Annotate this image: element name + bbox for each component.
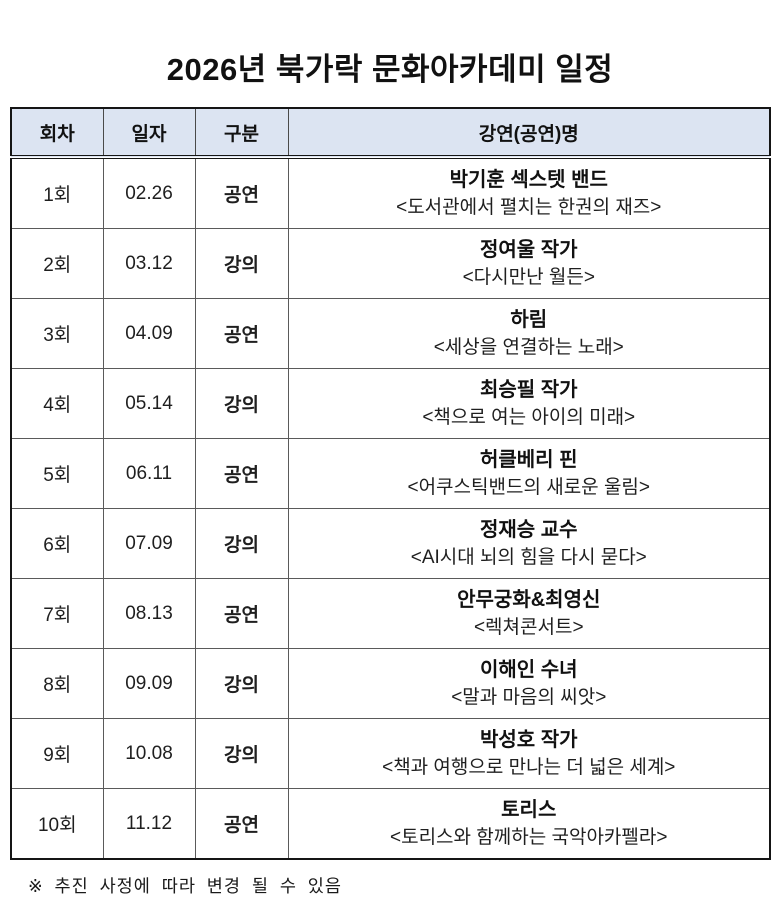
- schedule-table: 회차 일자 구분 강연(공연)명 1회 02.26 공연 박기훈 섹스텟 밴드 …: [10, 107, 771, 860]
- program-subtitle: <세상을 연결하는 노래>: [433, 337, 624, 359]
- category-cell: 강의: [195, 508, 289, 579]
- session-cell: 6회: [11, 508, 104, 579]
- program-subtitle: <말과 마음의 씨앗>: [451, 687, 607, 709]
- session-cell: 2회: [11, 228, 104, 299]
- date-cell: 10.08: [103, 718, 196, 789]
- date-cell: 08.13: [103, 578, 196, 649]
- program-subtitle: <책과 여행으로 만나는 더 넓은 세계>: [382, 757, 676, 779]
- category-cell: 강의: [195, 228, 289, 299]
- date-cell: 07.09: [103, 508, 196, 579]
- table-row: 2회 03.12 강의 정여울 작가 <다시만난 월든>: [11, 228, 770, 299]
- program-subtitle: <다시만난 월든>: [462, 267, 595, 289]
- program-subtitle: <도서관에서 펼치는 한권의 재즈>: [396, 197, 662, 219]
- table-row: 6회 07.09 강의 정재승 교수 <AI시대 뇌의 힘을 다시 묻다>: [11, 508, 770, 579]
- category-cell: 공연: [195, 578, 289, 649]
- session-cell: 4회: [11, 368, 104, 439]
- category-cell: 강의: [195, 718, 289, 789]
- program-subtitle: <렉쳐콘서트>: [473, 617, 584, 639]
- program-cell: 정재승 교수 <AI시대 뇌의 힘을 다시 묻다>: [288, 508, 770, 579]
- session-cell: 10회: [11, 788, 104, 859]
- program-name: 토리스: [501, 799, 557, 822]
- program-name: 이해인 수녀: [479, 659, 578, 682]
- date-cell: 06.11: [103, 438, 196, 509]
- program-name: 하림: [510, 309, 548, 332]
- program-cell: 최승필 작가 <책으로 여는 아이의 미래>: [288, 368, 770, 439]
- col-header-date: 일자: [103, 108, 196, 159]
- session-cell: 1회: [11, 157, 104, 229]
- session-cell: 8회: [11, 648, 104, 719]
- program-cell: 정여울 작가 <다시만난 월든>: [288, 228, 770, 299]
- session-cell: 3회: [11, 298, 104, 369]
- date-cell: 02.26: [103, 157, 196, 229]
- program-subtitle: <토리스와 함께하는 국악아카펠라>: [390, 827, 668, 849]
- program-cell: 하림 <세상을 연결하는 노래>: [288, 298, 770, 369]
- table-row: 10회 11.12 공연 토리스 <토리스와 함께하는 국악아카펠라>: [11, 788, 770, 860]
- table-row: 8회 09.09 강의 이해인 수녀 <말과 마음의 씨앗>: [11, 648, 770, 719]
- table-row: 7회 08.13 공연 안무궁화&최영신 <렉쳐콘서트>: [11, 578, 770, 649]
- col-header-category: 구분: [195, 108, 289, 159]
- program-cell: 허클베리 핀 <어쿠스틱밴드의 새로운 울림>: [288, 438, 770, 509]
- program-subtitle: <어쿠스틱밴드의 새로운 울림>: [407, 477, 650, 499]
- program-name: 박성호 작가: [479, 729, 578, 752]
- program-subtitle: <AI시대 뇌의 힘을 다시 묻다>: [410, 547, 647, 569]
- page-title: 2026년 북가락 문화아카데미 일정: [166, 52, 614, 87]
- session-cell: 5회: [11, 438, 104, 509]
- category-cell: 공연: [195, 298, 289, 369]
- category-cell: 공연: [195, 157, 289, 229]
- program-name: 허클베리 핀: [479, 449, 578, 472]
- program-name: 최승필 작가: [479, 379, 578, 402]
- program-name: 안무궁화&최영신: [457, 589, 601, 612]
- col-header-program: 강연(공연)명: [288, 108, 770, 159]
- program-cell: 토리스 <토리스와 함께하는 국악아카펠라>: [288, 789, 770, 860]
- date-cell: 11.12: [103, 788, 196, 859]
- table-row: 3회 04.09 공연 하림 <세상을 연결하는 노래>: [11, 298, 770, 369]
- table-row: 9회 10.08 강의 박성호 작가 <책과 여행으로 만나는 더 넓은 세계>: [11, 718, 770, 789]
- program-cell: 박기훈 섹스텟 밴드 <도서관에서 펼치는 한권의 재즈>: [288, 157, 770, 229]
- col-header-session: 회차: [11, 108, 104, 159]
- category-cell: 강의: [195, 648, 289, 719]
- program-name: 정여울 작가: [479, 239, 578, 262]
- date-cell: 04.09: [103, 298, 196, 369]
- date-cell: 09.09: [103, 648, 196, 719]
- table-row: 4회 05.14 강의 최승필 작가 <책으로 여는 아이의 미래>: [11, 368, 770, 439]
- date-cell: 05.14: [103, 368, 196, 439]
- date-cell: 03.12: [103, 228, 196, 299]
- program-subtitle: <책으로 여는 아이의 미래>: [422, 407, 636, 429]
- program-name: 정재승 교수: [479, 519, 578, 542]
- header-row: 회차 일자 구분 강연(공연)명: [11, 108, 770, 159]
- change-notice-footnote: ※ 추진 사정에 따라 변경 될 수 있음: [28, 876, 342, 896]
- category-cell: 공연: [195, 788, 289, 859]
- program-cell: 이해인 수녀 <말과 마음의 씨앗>: [288, 648, 770, 719]
- program-cell: 박성호 작가 <책과 여행으로 만나는 더 넓은 세계>: [288, 718, 770, 789]
- program-name: 박기훈 섹스텟 밴드: [449, 169, 608, 192]
- category-cell: 공연: [195, 438, 289, 509]
- category-cell: 강의: [195, 368, 289, 439]
- program-cell: 안무궁화&최영신 <렉쳐콘서트>: [288, 578, 770, 649]
- session-cell: 7회: [11, 578, 104, 649]
- session-cell: 9회: [11, 718, 104, 789]
- table-row: 5회 06.11 공연 허클베리 핀 <어쿠스틱밴드의 새로운 울림>: [11, 438, 770, 509]
- table-row: 1회 02.26 공연 박기훈 섹스텟 밴드 <도서관에서 펼치는 한권의 재즈…: [11, 157, 770, 229]
